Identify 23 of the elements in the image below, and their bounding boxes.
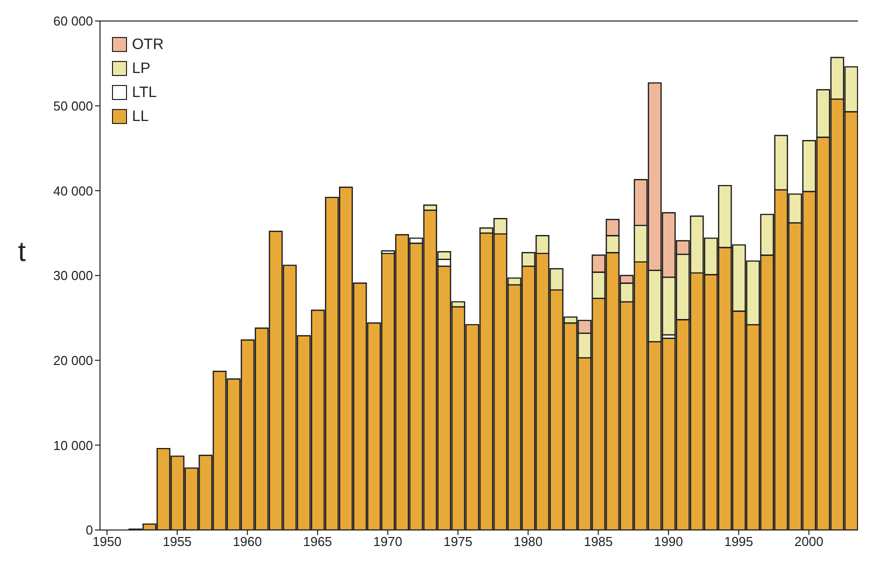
x-tick-label: 1970 — [373, 534, 402, 550]
x-tick-label: 1990 — [654, 534, 683, 550]
y-tick-label: 20 000 — [53, 352, 93, 368]
y-tick-label: 10 000 — [53, 438, 93, 453]
legend-label: LP — [132, 60, 150, 76]
legend-label: LTL — [132, 84, 157, 100]
legend-label: LL — [132, 108, 149, 124]
x-tick-label: 1965 — [303, 534, 332, 550]
x-tick-label: 1980 — [514, 534, 543, 550]
y-axis-title: t — [18, 236, 26, 268]
legend-label: OTR — [132, 36, 164, 52]
x-tick-label: 1985 — [584, 534, 613, 550]
x-tick-label: 1995 — [724, 534, 754, 550]
y-tick-label: 60 000 — [53, 14, 93, 29]
y-tick-label: 50 000 — [53, 98, 93, 114]
y-tick-label: 0 — [86, 522, 93, 538]
x-tick-label: 1975 — [443, 534, 472, 550]
y-tick-label: 30 000 — [53, 268, 93, 284]
x-tick-label: 1955 — [162, 534, 192, 550]
y-tick-label: 40 000 — [53, 183, 93, 198]
x-tick-label: 1960 — [232, 534, 262, 550]
x-tick-label: 2000 — [794, 534, 824, 550]
x-tick-label: 1950 — [92, 534, 122, 550]
